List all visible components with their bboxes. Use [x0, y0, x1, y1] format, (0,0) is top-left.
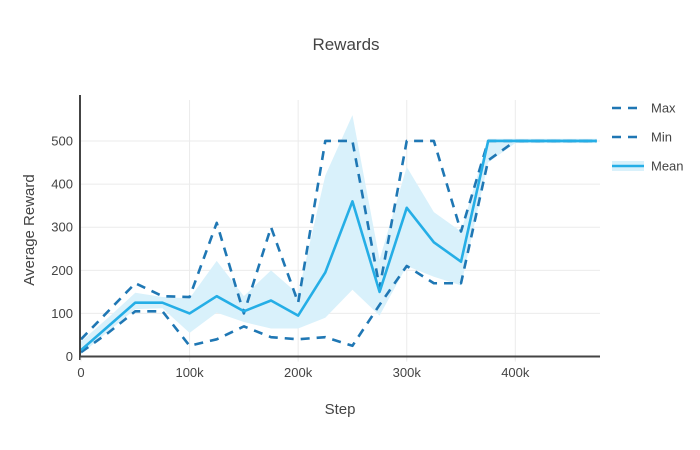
legend-label-min: Min [651, 130, 672, 145]
min-line [80, 139, 597, 354]
legend-label-max: Max [651, 101, 676, 116]
axis-layer [79, 95, 600, 362]
legend-item-min[interactable]: Min [612, 130, 672, 145]
y-tick-label: 300 [51, 220, 73, 235]
mean-line [80, 139, 597, 352]
x-axis-title: Step [325, 401, 356, 418]
tick-label-layer: 0 100 200 300 400 500 0 100k 200k 300k 400k [51, 133, 530, 380]
y-axis-title: Average Reward [21, 174, 38, 285]
series-layer [80, 115, 597, 355]
y-tick-label: 100 [51, 306, 73, 321]
legend: Max Min Mean [612, 101, 684, 174]
legend-label-mean: Mean [651, 159, 684, 174]
y-tick-label: 200 [51, 263, 73, 278]
x-tick-label: 300k [393, 365, 422, 380]
x-tick-label: 400k [501, 365, 530, 380]
chart-title: Rewards [312, 35, 379, 54]
x-tick-label: 0 [77, 365, 84, 380]
y-tick-label: 0 [66, 349, 73, 364]
x-tick-label: 200k [284, 365, 313, 380]
legend-item-max[interactable]: Max [612, 101, 676, 116]
x-tick-label: 100k [175, 365, 204, 380]
legend-item-mean[interactable]: Mean [612, 159, 684, 174]
y-tick-label: 400 [51, 177, 73, 192]
y-tick-label: 500 [51, 133, 73, 148]
